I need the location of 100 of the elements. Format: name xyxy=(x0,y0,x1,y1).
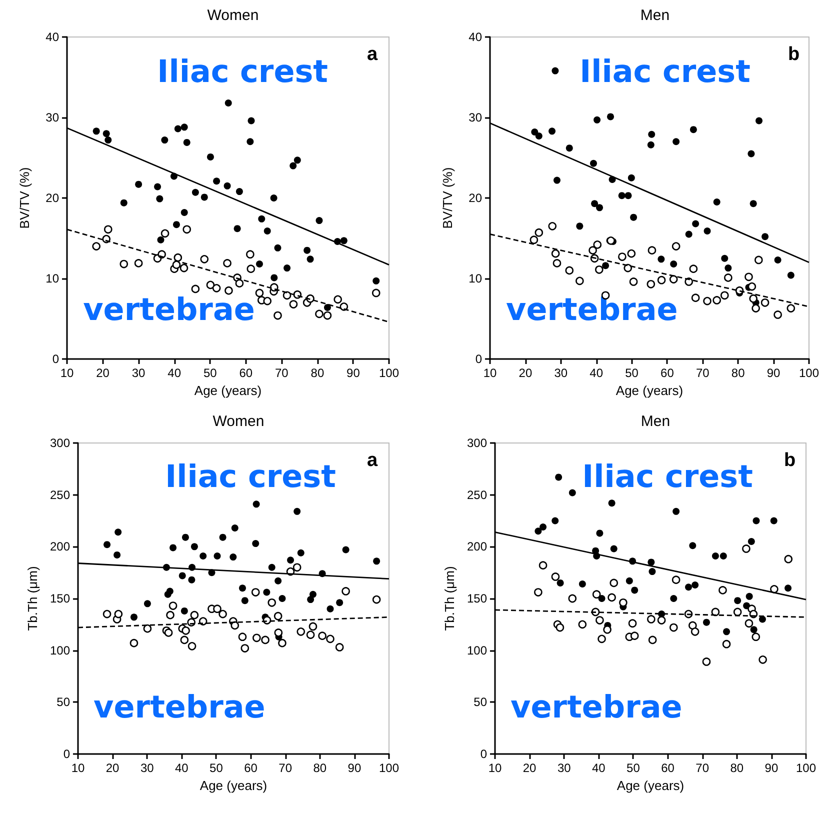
point xyxy=(104,225,112,234)
y-tick-label: 100 xyxy=(50,643,70,658)
point xyxy=(258,215,266,222)
point xyxy=(702,658,711,666)
point xyxy=(308,622,318,631)
point xyxy=(160,229,170,238)
y-axis-title: Tb.Th (μm) xyxy=(442,566,458,631)
point xyxy=(297,549,304,556)
x-tick-label: 100 xyxy=(378,761,400,775)
point xyxy=(255,288,264,298)
y-tick-label: 50 xyxy=(474,695,488,710)
point xyxy=(724,264,732,272)
x-tick-label: 60 xyxy=(660,366,674,380)
point xyxy=(704,228,711,235)
point xyxy=(200,194,208,201)
annotation: a xyxy=(367,44,378,65)
point xyxy=(591,200,598,208)
point xyxy=(268,564,276,571)
point xyxy=(752,304,760,312)
point xyxy=(246,250,254,258)
point xyxy=(630,214,638,221)
point xyxy=(689,264,698,273)
point xyxy=(760,298,770,307)
annotation: vertebrae xyxy=(83,292,255,328)
point xyxy=(246,138,254,146)
point xyxy=(120,260,128,268)
point xyxy=(723,628,730,636)
point xyxy=(648,246,656,254)
point xyxy=(648,636,657,644)
annotation: Iliac crest xyxy=(580,54,751,90)
point xyxy=(754,256,763,264)
point xyxy=(172,260,181,269)
point xyxy=(190,610,199,620)
point xyxy=(608,500,616,507)
point xyxy=(166,610,174,620)
x-tick-label: 60 xyxy=(661,761,675,775)
point xyxy=(628,619,637,628)
point xyxy=(750,200,757,208)
x-tick-label: 100 xyxy=(798,366,820,380)
point xyxy=(214,552,221,560)
point xyxy=(236,188,243,196)
point xyxy=(230,554,237,561)
x-tick-label: 30 xyxy=(554,366,568,380)
point xyxy=(373,558,380,565)
point xyxy=(372,595,381,604)
point xyxy=(749,294,758,303)
point xyxy=(296,628,306,636)
annotation: vertebrae xyxy=(506,292,678,328)
point xyxy=(752,632,760,642)
point xyxy=(182,534,189,541)
point xyxy=(235,279,244,288)
y-tick-label: 50 xyxy=(56,695,70,710)
point xyxy=(592,590,601,598)
point xyxy=(748,150,755,158)
point xyxy=(685,230,692,238)
point xyxy=(306,256,314,263)
y-tick-label: 0 xyxy=(52,352,60,366)
x-axis-title: Age (years) xyxy=(200,778,268,793)
y-axis-title: Tb.Th (μm) xyxy=(25,566,40,631)
point xyxy=(180,208,188,216)
point xyxy=(161,136,168,144)
point xyxy=(263,296,272,306)
point xyxy=(752,517,760,524)
x-axis-title: Age (years) xyxy=(616,383,684,398)
point xyxy=(334,295,342,304)
point xyxy=(568,489,576,496)
point xyxy=(372,288,380,298)
point xyxy=(340,302,348,311)
point xyxy=(238,632,247,642)
point xyxy=(624,192,632,200)
point xyxy=(342,546,350,554)
x-tick-label: 30 xyxy=(140,761,154,775)
point xyxy=(200,552,207,560)
point xyxy=(134,259,143,268)
y-tick-label: 30 xyxy=(46,110,60,124)
y-tick-label: 250 xyxy=(466,488,488,502)
point xyxy=(578,580,586,588)
point xyxy=(552,517,559,524)
x-tick-label: 20 xyxy=(522,761,537,775)
point xyxy=(786,304,796,312)
point xyxy=(657,276,666,284)
point xyxy=(218,610,227,618)
y-tick-label: 10 xyxy=(468,272,482,286)
point xyxy=(648,568,656,576)
point xyxy=(240,644,250,652)
point xyxy=(309,590,316,598)
point xyxy=(191,284,200,294)
point xyxy=(595,265,604,274)
point xyxy=(607,113,614,120)
point xyxy=(722,640,731,648)
x-tick-label: 90 xyxy=(764,761,778,775)
chart-title: Men xyxy=(640,7,670,24)
point xyxy=(692,582,699,589)
point xyxy=(610,545,618,552)
point xyxy=(670,623,678,632)
point xyxy=(784,554,793,564)
point xyxy=(342,587,350,596)
point xyxy=(552,259,562,268)
point xyxy=(292,563,302,572)
point xyxy=(630,632,639,640)
